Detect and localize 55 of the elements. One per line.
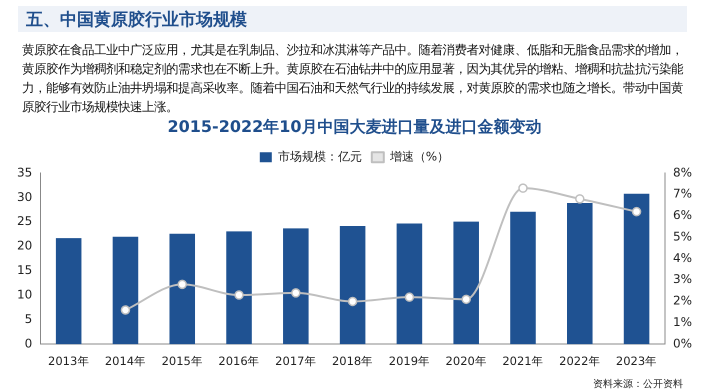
x-tick-label: 2021年	[502, 354, 544, 368]
y-tick-label: 10	[16, 287, 32, 302]
text: 五、中国黄原胶行业市场规模	[26, 8, 247, 30]
x-tick-label: 2020年	[446, 354, 487, 368]
point	[234, 290, 244, 300]
x-tick-label: 2014年	[104, 354, 146, 368]
y2-tick-label: 0%	[672, 336, 692, 350]
point	[291, 288, 301, 298]
y2-tick-label: 5%	[672, 229, 692, 244]
x-tick-label: 2017年	[275, 354, 316, 368]
y2-tick-label: 8%	[672, 165, 692, 180]
point	[518, 183, 528, 193]
y2-tick-label: 4%	[672, 250, 692, 265]
point	[404, 292, 414, 302]
bar	[340, 226, 366, 344]
y-tick-label: 20	[16, 238, 32, 253]
point	[461, 294, 471, 304]
y-tick-label: 5	[24, 312, 32, 326]
point	[120, 305, 130, 315]
bar	[567, 203, 593, 344]
x-tick-label: 2015年	[162, 354, 203, 368]
x-tick-label: 2013年	[48, 354, 90, 368]
y-tick-label: 0	[24, 336, 32, 350]
y2-tick-label: 1%	[672, 314, 692, 329]
bar	[169, 234, 196, 344]
bar	[283, 228, 309, 344]
y2-tick-label: 3%	[672, 272, 692, 286]
x-tick-label: 2016年	[218, 354, 260, 368]
bar	[624, 194, 650, 344]
bar	[453, 222, 479, 344]
legend-label: 市场规模：亿元	[278, 149, 362, 164]
x-tick-label: 2023年	[616, 354, 658, 368]
point	[348, 296, 358, 306]
y-tick-label: 25	[16, 214, 32, 228]
x-tick-label: 2019年	[388, 354, 430, 368]
text: 资料来源：公开资料	[593, 378, 683, 391]
point	[632, 206, 642, 216]
y-tick-label: 30	[16, 190, 32, 204]
y-tick-label: 35	[16, 165, 32, 180]
bar	[510, 212, 536, 344]
bar	[226, 231, 252, 344]
chart-title: 2015-2022年10月中国大麦进口量及进口金额变动	[168, 116, 542, 136]
x-tick-label: 2018年	[332, 354, 374, 368]
y2-tick-label: 6%	[672, 208, 692, 222]
x-tick-label: 2022年	[559, 354, 600, 368]
bar	[112, 236, 138, 344]
y2-tick-label: 2%	[672, 294, 692, 308]
legend-label: 增速（%）	[388, 149, 450, 164]
y2-tick-label: 7%	[672, 186, 692, 201]
bar	[396, 224, 422, 344]
text: 黄原胶在食品工业中广泛应用，尤其是在乳制品、沙拉和冰淇淋等产品中。随着消费者对健康、低脂和无脂食品需求的增加，黄原胶作为增稠剂和稳定剂的需求也在不断上升。黄原胶在石油钻井中的应用显著，因为其优异的增粘、增稠和抗盐抗污染能力，能够有效防止油井坍塌和提高采收率。随着中国石油和天然气行业的持续发展，对黄原胶的需求也随之增长。带动中国黄原胶行业市场规模快速上涨。	[22, 41, 683, 116]
bar	[56, 238, 82, 344]
point	[177, 280, 187, 290]
y-tick-label: 15	[16, 263, 32, 278]
point	[575, 194, 585, 204]
